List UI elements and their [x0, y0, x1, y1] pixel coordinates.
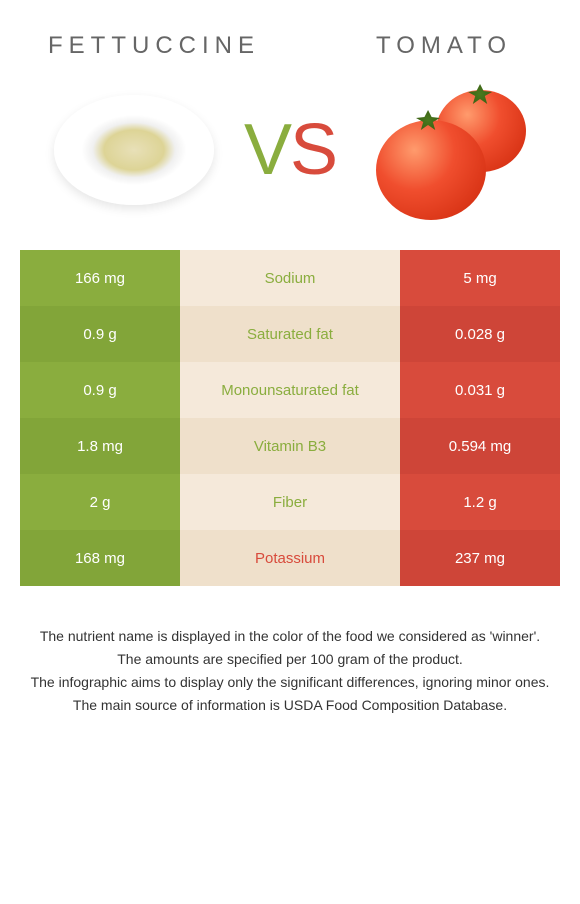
hero: VS [0, 60, 580, 250]
cell-left: 168 mg [20, 530, 180, 586]
cell-right: 5 mg [400, 250, 560, 306]
vs-label: VS [244, 109, 336, 191]
cell-nutrient: Monounsaturated fat [180, 362, 400, 418]
tomato-image [356, 80, 536, 220]
fettuccine-image [44, 80, 224, 220]
cell-left: 166 mg [20, 250, 180, 306]
footer-line: The infographic aims to display only the… [30, 672, 550, 693]
title-right: TOMATO [376, 32, 512, 60]
cell-right: 0.594 mg [400, 418, 560, 474]
table-row: 0.9 gSaturated fat0.028 g [20, 306, 560, 362]
cell-left: 1.8 mg [20, 418, 180, 474]
cell-right: 1.2 g [400, 474, 560, 530]
footer-line: The main source of information is USDA F… [30, 695, 550, 716]
table-row: 168 mgPotassium237 mg [20, 530, 560, 586]
cell-nutrient: Sodium [180, 250, 400, 306]
footer-notes: The nutrient name is displayed in the co… [20, 586, 560, 718]
footer-line: The nutrient name is displayed in the co… [30, 626, 550, 647]
title-left: FETTUCCINE [48, 32, 260, 60]
cell-right: 0.031 g [400, 362, 560, 418]
cell-nutrient: Potassium [180, 530, 400, 586]
header: FETTUCCINE TOMATO [0, 0, 580, 60]
cell-left: 0.9 g [20, 306, 180, 362]
table-row: 1.8 mgVitamin B30.594 mg [20, 418, 560, 474]
cell-left: 2 g [20, 474, 180, 530]
cell-nutrient: Vitamin B3 [180, 418, 400, 474]
table-row: 2 gFiber1.2 g [20, 474, 560, 530]
cell-nutrient: Fiber [180, 474, 400, 530]
cell-nutrient: Saturated fat [180, 306, 400, 362]
table-row: 166 mgSodium5 mg [20, 250, 560, 306]
footer-line: The amounts are specified per 100 gram o… [30, 649, 550, 670]
comparison-table: 166 mgSodium5 mg0.9 gSaturated fat0.028 … [20, 250, 560, 586]
cell-left: 0.9 g [20, 362, 180, 418]
cell-right: 0.028 g [400, 306, 560, 362]
table-row: 0.9 gMonounsaturated fat0.031 g [20, 362, 560, 418]
cell-right: 237 mg [400, 530, 560, 586]
